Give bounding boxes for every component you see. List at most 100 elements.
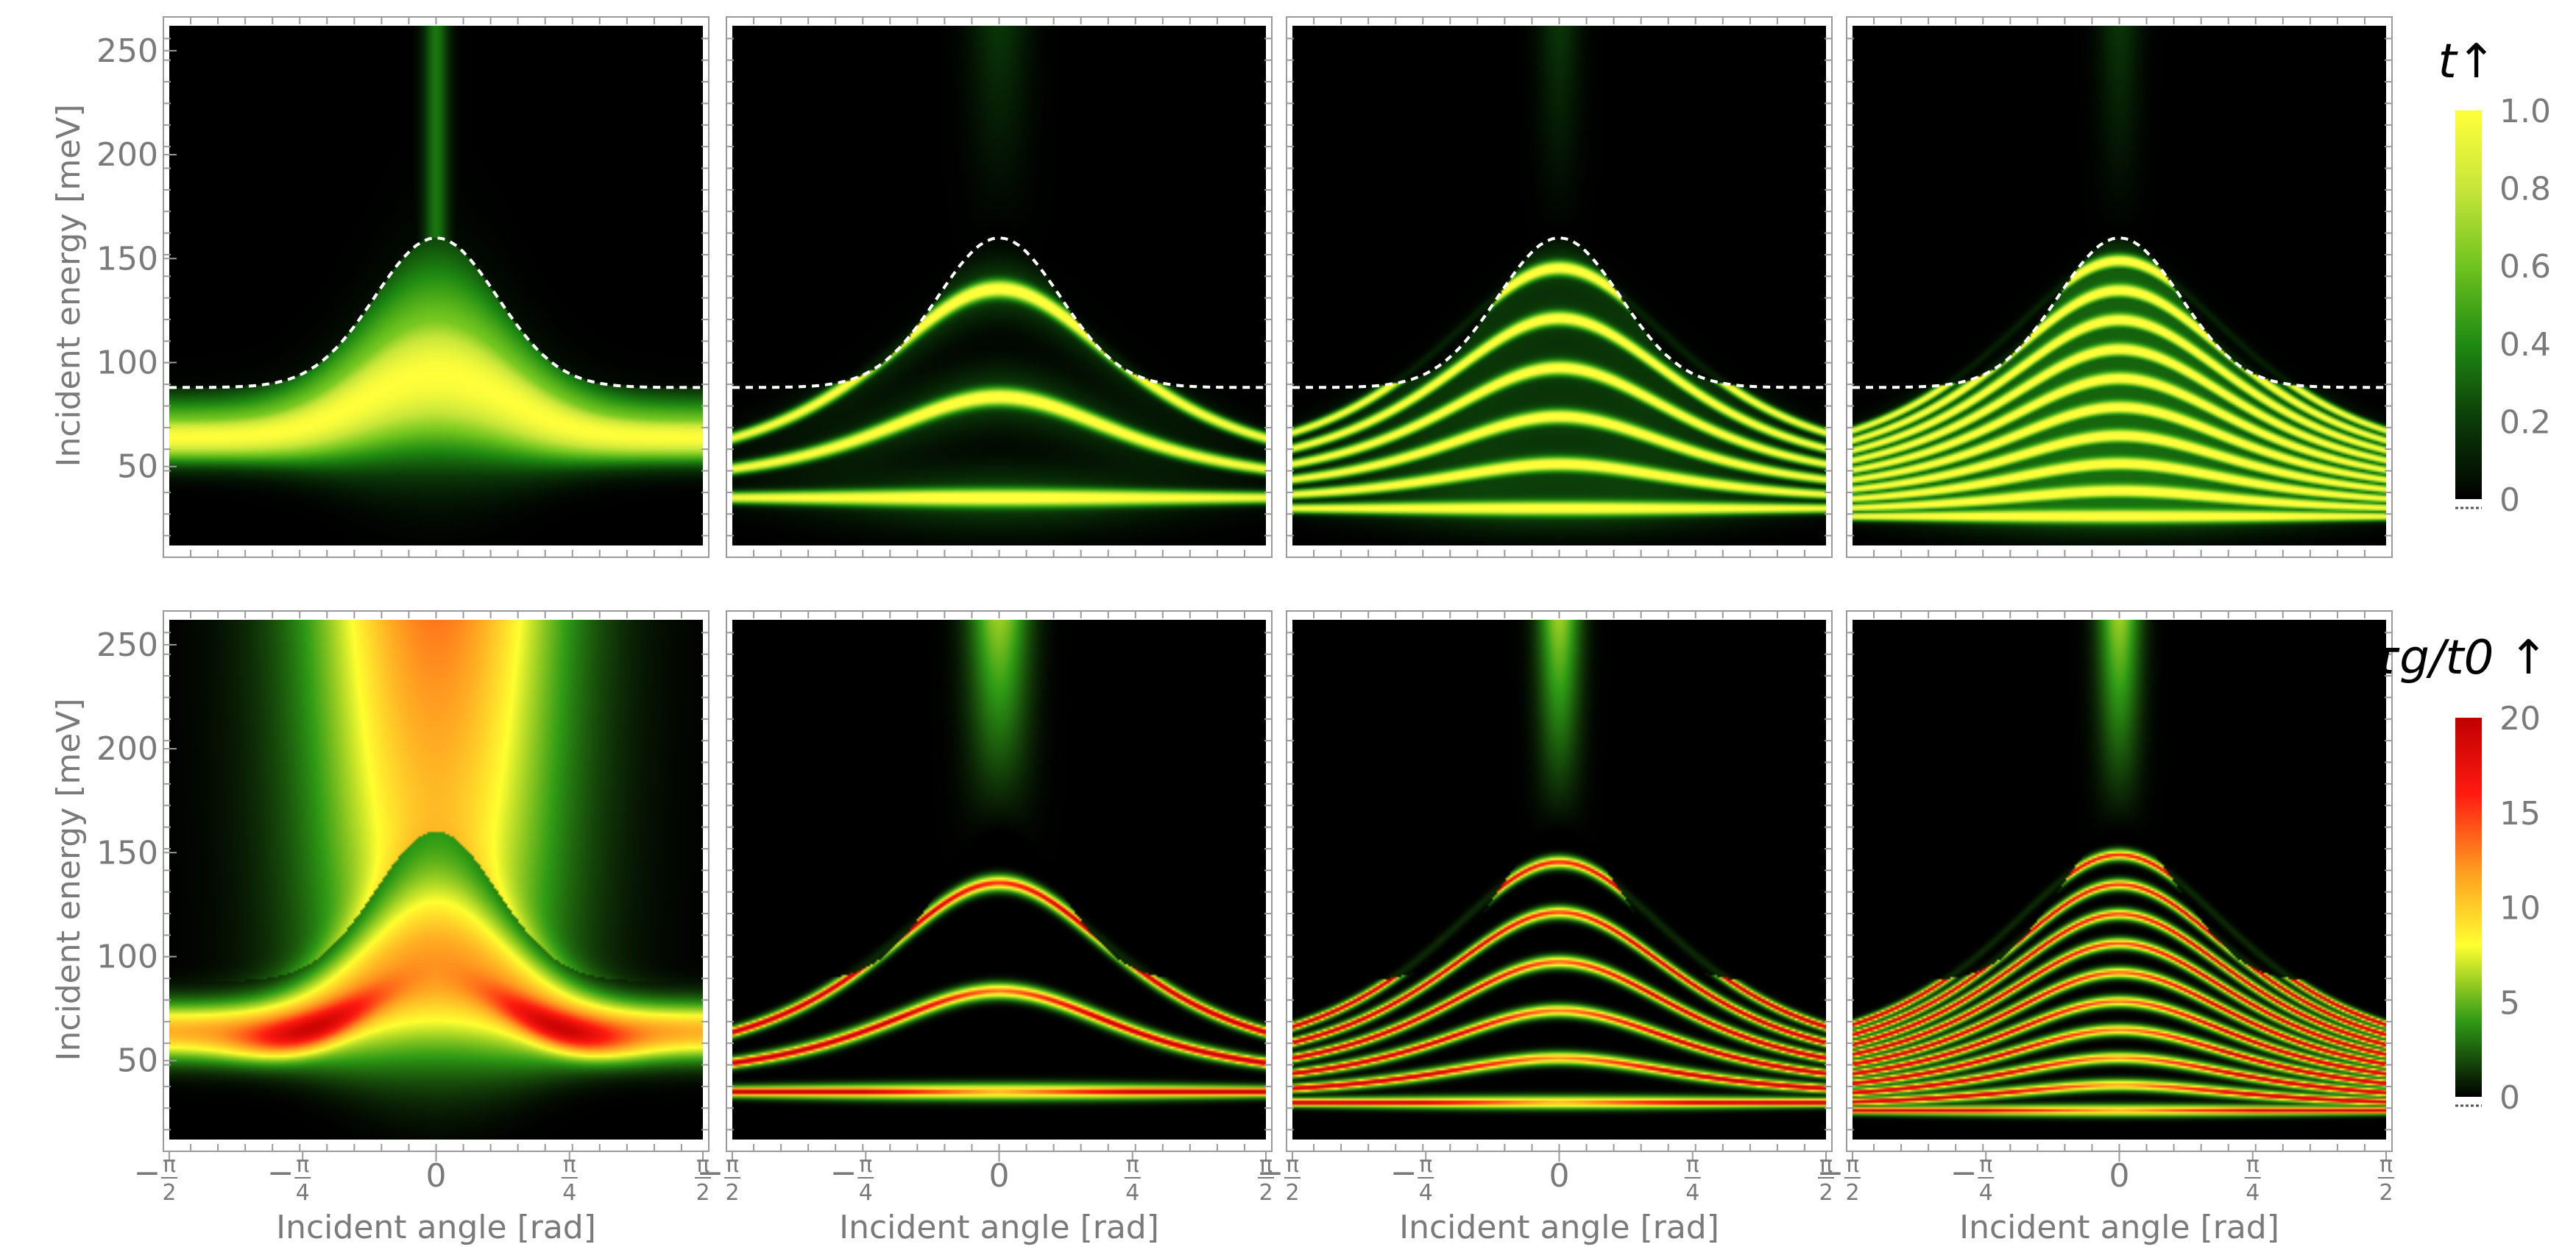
colorbar-gradient: [2455, 718, 2482, 1097]
x-tick-label: π4: [1124, 1152, 1141, 1206]
x-tick-label: − π4: [1950, 1152, 1995, 1206]
x-tick-denominator: 2: [696, 1180, 710, 1206]
colorbar-tick-label: 10: [2499, 890, 2541, 928]
x-tick-sign: −: [1950, 1154, 1978, 1192]
threshold-curve: [169, 236, 703, 389]
heatmap-image: [169, 26, 703, 545]
colorbar-tick-label: 0.2: [2499, 403, 2551, 441]
colorbar-tick-label: 15: [2499, 795, 2541, 833]
x-tick-label: − π2: [1817, 1152, 1861, 1206]
colorbar-tick-label: 1.0: [2499, 93, 2551, 130]
x-tick-sign: −: [830, 1154, 857, 1192]
colorbar-tick-label: 0.4: [2499, 326, 2551, 364]
x-tick-numerator: π: [563, 1152, 576, 1178]
x-tick-label: π2: [2378, 1152, 2394, 1206]
x-tick-denominator: 2: [2379, 1180, 2393, 1206]
x-tick-denominator: 4: [859, 1180, 873, 1206]
x-tick-denominator: 2: [1285, 1180, 1299, 1206]
x-tick-denominator: 4: [2246, 1180, 2260, 1206]
x-tick-numerator: π: [1686, 1152, 1699, 1178]
x-tick-label: π2: [1258, 1152, 1274, 1206]
x-tick-numerator: π: [696, 1152, 710, 1178]
x-tick-sign: −: [1817, 1154, 1844, 1192]
x-tick-label: − π4: [830, 1152, 874, 1206]
x-tick-denominator: 4: [1685, 1180, 1699, 1206]
x-tick-label: − π2: [134, 1152, 177, 1206]
x-tick-numerator: π: [163, 1152, 176, 1178]
x-tick-denominator: 2: [725, 1180, 739, 1206]
x-tick-denominator: 4: [1979, 1180, 1993, 1206]
x-tick-numerator: π: [726, 1152, 739, 1178]
x-tick-label: 0: [426, 1157, 447, 1195]
colorbar-title: t↑: [2438, 35, 2497, 89]
x-tick-denominator: 4: [1419, 1180, 1433, 1206]
colorbar-1: 0 0.2 0.4 0.6 0.8 1.0t↑: [2438, 35, 2551, 519]
x-tick-label: − π2: [1257, 1152, 1301, 1206]
panel-r1-c4: [1846, 16, 2393, 558]
y-axis-title: Incident energy [meV]: [50, 104, 88, 467]
y-tick-label: 50: [117, 448, 158, 486]
colorbar-tick-label: 0: [2499, 1079, 2520, 1117]
heatmap-panels: [163, 16, 2393, 1152]
x-tick-denominator: 4: [562, 1180, 576, 1206]
x-tick-label: 0: [1549, 1157, 1570, 1195]
panel-r2-c3: [1286, 610, 1833, 1152]
x-tick-numerator: π: [2379, 1152, 2393, 1178]
x-tick-numerator: π: [1126, 1152, 1139, 1178]
colorbar-tick-label: 0.8: [2499, 171, 2551, 208]
x-tick-sign: −: [267, 1154, 294, 1192]
y-tick-label: 50: [117, 1042, 158, 1080]
y-tick-label: 150: [96, 240, 158, 278]
panel-r1-c3: [1286, 16, 1833, 558]
x-tick-numerator: π: [859, 1152, 872, 1178]
x-tick-numerator: π: [1259, 1152, 1273, 1178]
x-tick-sign: −: [1257, 1154, 1284, 1192]
y-tick-label: 200: [96, 136, 158, 174]
heatmap-image: [732, 620, 1266, 1140]
threshold-curve: [732, 236, 1266, 389]
x-tick-sign: −: [1390, 1154, 1418, 1192]
x-tick-label: π4: [1684, 1152, 1701, 1206]
y-tick-label: 150: [96, 834, 158, 872]
threshold-curve: [1292, 236, 1826, 389]
x-tick-label: − π2: [697, 1152, 740, 1206]
panel-r2-c4: [1846, 610, 2393, 1152]
x-tick-numerator: π: [1286, 1152, 1299, 1178]
x-tick-numerator: π: [1419, 1152, 1432, 1178]
x-tick-sign: −: [697, 1154, 724, 1192]
panel-r2-c2: [726, 610, 1273, 1152]
x-tick-label: π4: [2244, 1152, 2261, 1206]
heatmap-image: [169, 620, 703, 1140]
x-axis-title: Incident angle [rad]: [276, 1209, 596, 1246]
x-tick-label: 0: [989, 1157, 1010, 1195]
x-tick-numerator: π: [296, 1152, 309, 1178]
x-tick-numerator: π: [1846, 1152, 1859, 1178]
x-tick-numerator: π: [2246, 1152, 2260, 1178]
heatmap-image: [1853, 620, 2386, 1140]
x-tick-denominator: 4: [296, 1180, 310, 1206]
colorbar-tick-label: 0: [2499, 481, 2520, 519]
y-tick-label: 200: [96, 730, 158, 768]
colorbar-2: 0 5 10 15 20 τg/t0 ↑: [2371, 631, 2549, 1117]
x-axis-title: Incident angle [rad]: [1399, 1209, 1719, 1246]
colorbars: 0 0.2 0.4 0.6 0.8 1.0t↑ 0 5 10 15 20 τg/t0 ↑: [2371, 35, 2551, 1117]
heatmap-image: [732, 26, 1266, 545]
heatmap-image: [1292, 620, 1826, 1140]
panel-r2-c1: [163, 610, 710, 1152]
x-axis-title: Incident angle [rad]: [839, 1209, 1159, 1246]
x-tick-numerator: π: [1819, 1152, 1833, 1178]
colorbar-tick-label: 0.6: [2499, 248, 2551, 286]
y-axis-title: Incident energy [meV]: [50, 698, 88, 1061]
panel-r1-c2: [726, 16, 1273, 558]
colorbar-title: τg/t0 ↑: [2371, 631, 2549, 685]
x-tick-numerator: π: [1979, 1152, 1992, 1178]
x-tick-label: 0: [2109, 1157, 2130, 1195]
y-tick-label: 250: [96, 32, 158, 70]
heatmap-image: [1292, 26, 1826, 545]
colorbar-tick-label: 5: [2499, 984, 2520, 1022]
x-tick-denominator: 2: [1845, 1180, 1859, 1206]
x-tick-label: π2: [695, 1152, 711, 1206]
